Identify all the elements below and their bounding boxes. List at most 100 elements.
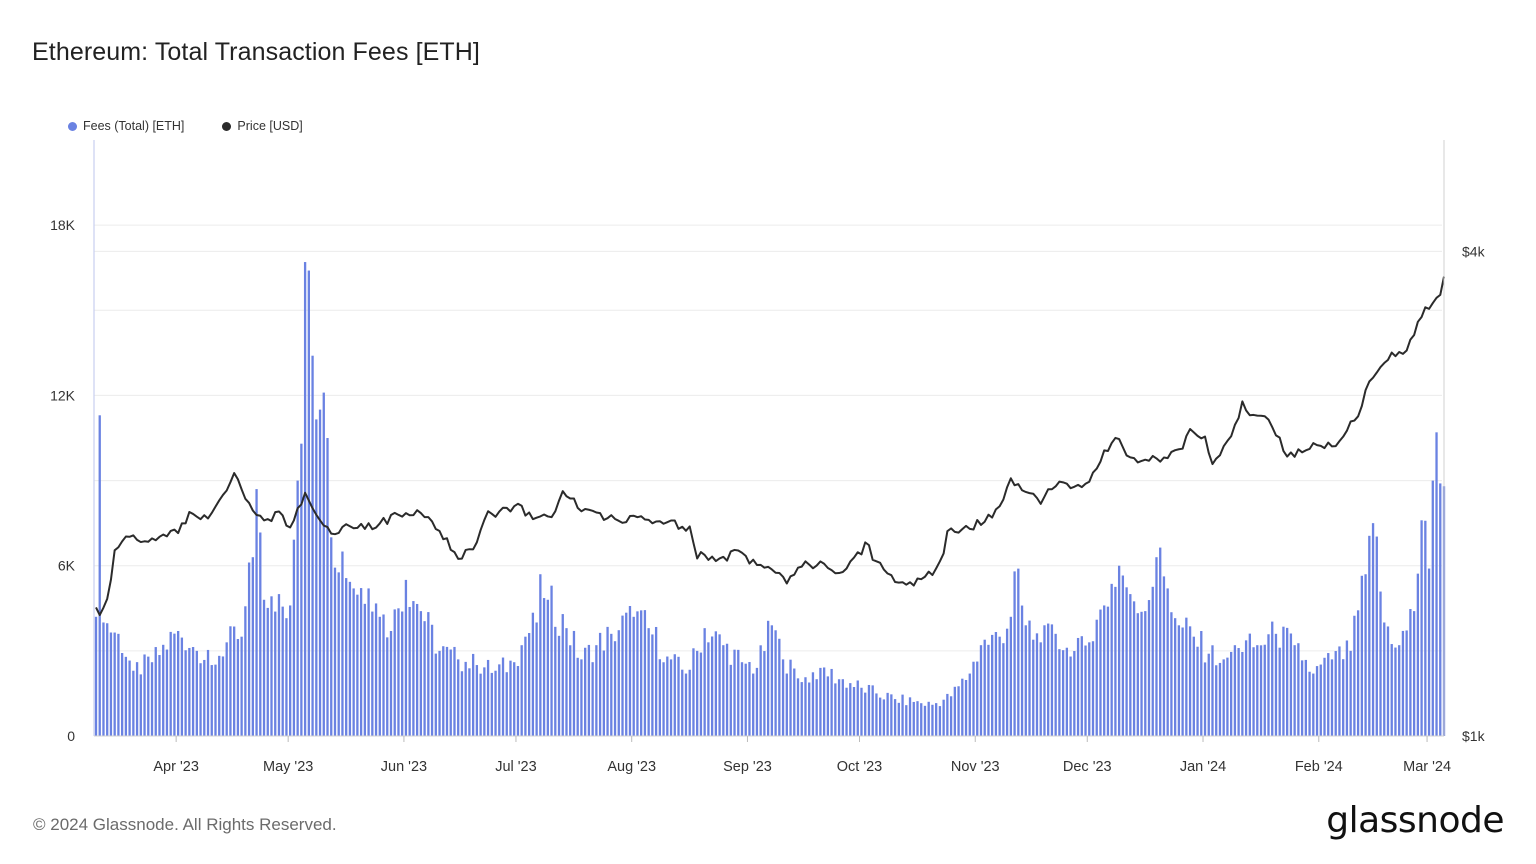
fees-bar <box>117 633 120 736</box>
fees-bar <box>572 630 576 736</box>
fees-bar <box>270 596 273 736</box>
fees-bar <box>345 578 348 736</box>
fees-bar <box>233 626 236 736</box>
fees-bar <box>367 588 370 736</box>
fees-bar <box>333 567 337 736</box>
fees-bar <box>815 679 818 736</box>
fees-bar <box>1095 619 1098 736</box>
fees-bar <box>1200 631 1203 736</box>
fees-bar <box>1431 480 1434 736</box>
x-tick-label: Jun '23 <box>381 759 427 775</box>
fees-bar <box>494 670 497 736</box>
fees-bar <box>158 655 161 736</box>
fees-bar <box>1323 657 1326 736</box>
x-tick-label: Jul '23 <box>495 759 536 775</box>
fees-bar <box>796 678 800 736</box>
fees-bar <box>740 662 744 736</box>
price-line <box>95 276 1445 617</box>
fees-bar <box>1435 432 1438 736</box>
fees-bar <box>1252 647 1255 736</box>
fees-bar <box>1256 645 1259 736</box>
fees-bar <box>408 606 411 736</box>
fees-bar <box>318 409 322 736</box>
fees-bar <box>274 611 277 736</box>
fees-bar <box>1147 600 1151 736</box>
fees-bar <box>162 644 165 736</box>
fees-bar <box>348 581 352 736</box>
fees-bar <box>412 601 415 736</box>
fees-bar <box>188 647 191 736</box>
fees-bar <box>292 539 296 736</box>
fees-bar <box>897 702 900 736</box>
fees-bar <box>677 656 680 736</box>
fees-bar <box>781 659 785 736</box>
fees-bar <box>938 706 942 736</box>
fees-bar <box>356 594 359 736</box>
fees-bar <box>636 611 639 736</box>
copyright-text: © 2024 Glassnode. All Rights Reserved. <box>33 815 337 834</box>
fees-bar <box>165 649 169 736</box>
x-tick-label: Jan '24 <box>1180 759 1226 775</box>
fees-bar <box>1274 633 1278 736</box>
fees-bar <box>371 611 374 736</box>
fees-bar <box>266 607 269 736</box>
fees-bar <box>613 641 617 736</box>
fees-bar <box>382 614 385 736</box>
fees-bar <box>1196 646 1199 736</box>
fees-bar <box>1383 622 1386 736</box>
fees-bar <box>1185 617 1188 736</box>
fees-bar <box>1271 621 1274 736</box>
fees-bar <box>378 616 381 736</box>
fees-bar <box>1047 623 1050 736</box>
fees-bar <box>856 680 859 736</box>
fees-bar <box>542 598 546 736</box>
fees-bar <box>1286 627 1289 736</box>
legend-item-fees[interactable]: Fees (Total) [ETH] <box>68 119 184 133</box>
fees-bar <box>569 645 572 736</box>
fees-bar <box>244 606 247 736</box>
fees-bar <box>1312 673 1315 736</box>
fees-bar <box>1289 633 1293 736</box>
fees-bar <box>610 633 613 736</box>
fees-bar <box>240 636 243 736</box>
fees-bar <box>688 669 691 736</box>
fees-bar <box>942 699 945 736</box>
fees-bar <box>311 355 314 736</box>
fees-bar <box>1427 568 1431 736</box>
fees-bar <box>935 703 938 736</box>
fees-bar <box>1103 605 1106 736</box>
legend-price-dot-icon <box>222 121 232 131</box>
fees-bar <box>766 620 770 736</box>
fees-bar <box>177 630 180 736</box>
fees-bar <box>475 665 479 736</box>
fees-bar <box>281 606 284 736</box>
fees-bar <box>1237 648 1240 736</box>
fees-bar <box>1170 612 1173 736</box>
legend-fees-label: Fees (Total) [ETH] <box>83 119 185 133</box>
fees-bar <box>1349 650 1352 736</box>
fees-bar <box>438 650 441 736</box>
fees-bar <box>602 650 605 736</box>
fees-bar <box>1032 639 1035 736</box>
fees-bar <box>1076 637 1080 736</box>
fees-bar <box>483 667 486 736</box>
fees-bar <box>498 664 501 736</box>
fees-bar <box>486 659 490 736</box>
fees-bar <box>229 626 232 736</box>
fees-bar <box>1398 645 1401 736</box>
fees-bar <box>1390 644 1393 736</box>
legend-item-price[interactable]: Price [USD] <box>222 119 303 133</box>
fees-bar <box>957 686 960 736</box>
brand-logo: glassnode <box>1326 800 1504 841</box>
fees-bar <box>277 594 281 736</box>
fees-bar <box>154 647 157 736</box>
fees-bar <box>554 626 557 736</box>
fees-bar <box>139 674 142 736</box>
fees-bar <box>696 650 699 736</box>
fees-bar <box>124 656 128 736</box>
fees-bar <box>565 628 568 736</box>
fees-bar <box>1061 650 1065 736</box>
fees-bar <box>457 659 460 736</box>
fees-bar <box>1020 605 1024 736</box>
